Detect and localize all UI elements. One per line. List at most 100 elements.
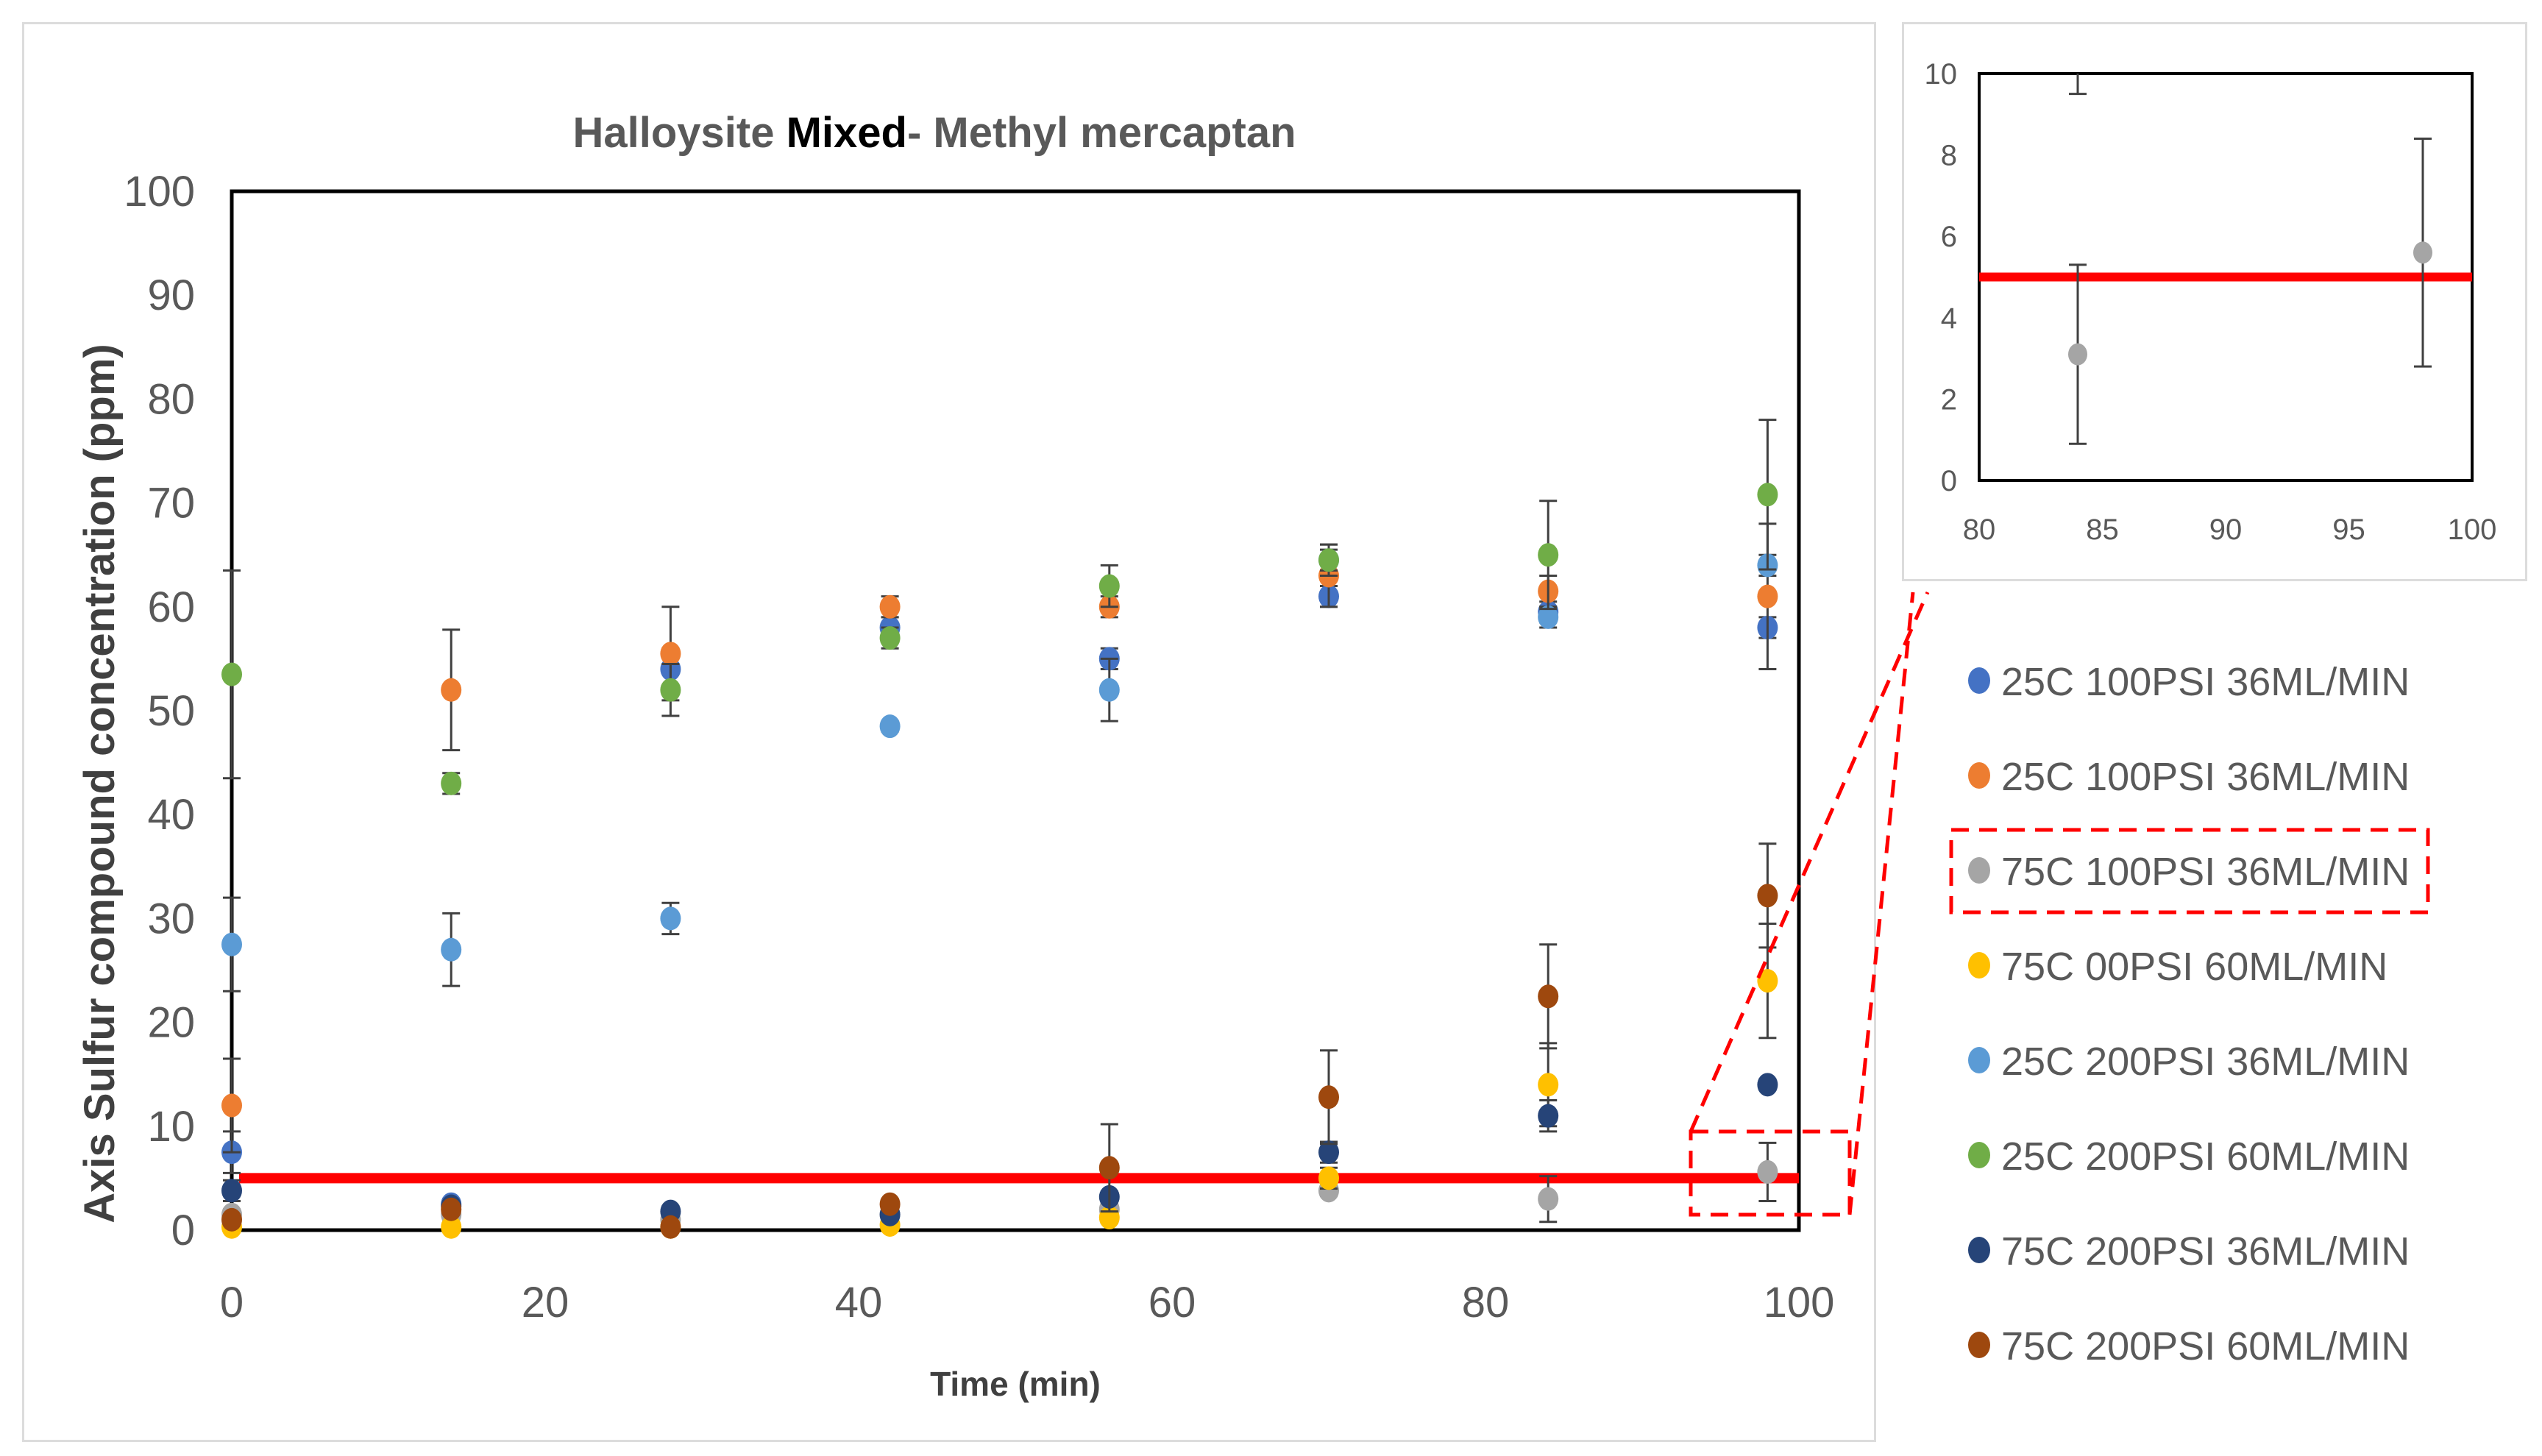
- data-point: [1757, 584, 1778, 608]
- data-point: [1757, 884, 1778, 908]
- legend-item: 75C 100PSI 36ML/MIN: [1949, 828, 2430, 915]
- chart-title: Halloysite Mixed- Methyl mercaptan: [572, 109, 1296, 157]
- data-point: [1538, 1104, 1559, 1128]
- zoom-connector-upper: [1689, 591, 1930, 1133]
- series-5: [221, 548, 1778, 992]
- series-8: [221, 842, 1778, 1239]
- inset-x-tick-label: 85: [2086, 514, 2119, 546]
- data-point: [221, 932, 242, 956]
- legend-item: 75C 200PSI 36ML/MIN: [1968, 1229, 2410, 1274]
- y-tick-label: 10: [147, 1103, 195, 1151]
- data-point: [879, 626, 901, 650]
- data-point: [1538, 605, 1559, 629]
- data-point: [879, 714, 901, 739]
- inset-y-tick-label: 10: [1925, 58, 1958, 90]
- y-tick-label: 0: [171, 1207, 195, 1254]
- inset-y-tick-label: 4: [1941, 302, 1957, 335]
- y-tick-label: 20: [147, 999, 195, 1047]
- legend-label: 75C 00PSI 60ML/MIN: [2001, 945, 2387, 989]
- zoom-connector-lower: [1847, 592, 1915, 1215]
- data-point: [441, 771, 462, 795]
- inset-axis-ticks: 80 85 90 95 100 0 2 4 6 8 10: [1925, 58, 2497, 546]
- legend-label: 25C 200PSI 60ML/MIN: [2001, 1134, 2410, 1179]
- inset-x-tick-label: 95: [2332, 514, 2365, 546]
- x-tick-label: 80: [1462, 1279, 1510, 1327]
- data-point: [1757, 969, 1778, 993]
- y-tick-label: 40: [147, 791, 195, 839]
- data-point: [441, 1215, 462, 1239]
- data-point: [1538, 984, 1559, 1009]
- legend-label: 25C 200PSI 36ML/MIN: [2001, 1040, 2410, 1084]
- inset-x-tick-label: 80: [1963, 514, 1996, 546]
- main-axis-ticks: 0 20 40 60 80 100 0 10 20 30 40 50 60 70 80 90 100: [124, 168, 1834, 1327]
- data-point: [879, 1192, 901, 1216]
- data-point: [879, 594, 901, 619]
- legend-item: 25C 200PSI 36ML/MIN: [1968, 1040, 2410, 1084]
- main-plot-area: [230, 189, 1801, 1232]
- main-data-points: [221, 419, 1778, 1239]
- data-point: [1318, 1166, 1339, 1190]
- data-point: [1757, 483, 1778, 507]
- legend-item: 25C 100PSI 36ML/MIN: [1968, 755, 2410, 799]
- y-tick-label: 50: [147, 687, 195, 735]
- legend-label: 25C 100PSI 36ML/MIN: [2001, 755, 2410, 799]
- inset-y-tick-label: 2: [1941, 383, 1957, 416]
- data-point: [1098, 678, 1120, 702]
- legend-item: 75C 200PSI 60ML/MIN: [1968, 1324, 2410, 1368]
- x-tick-label: 0: [220, 1279, 244, 1327]
- data-point: [1318, 548, 1339, 572]
- inset-y-tick-label: 8: [1941, 140, 1957, 172]
- data-point: [221, 662, 242, 686]
- main-chart-frame: [22, 22, 1876, 1442]
- inset-x-tick-label: 90: [2209, 514, 2243, 546]
- legend-label: 75C 100PSI 36ML/MIN: [2001, 850, 2410, 894]
- y-tick-label: 70: [147, 480, 195, 528]
- data-point: [1538, 543, 1559, 567]
- x-axis-label: Time (min): [930, 1365, 1101, 1403]
- legend: 25C 100PSI 36ML/MIN 25C 100PSI 36ML/MIN 75…: [1949, 660, 2430, 1368]
- data-point: [660, 642, 681, 666]
- legend-marker: [1968, 667, 1990, 694]
- data-point: [1757, 1073, 1778, 1097]
- y-tick-label: 80: [147, 375, 195, 423]
- data-point: [441, 937, 462, 962]
- legend-item: 75C 00PSI 60ML/MIN: [1968, 945, 2387, 989]
- data-point: [1098, 1156, 1120, 1180]
- legend-marker: [1968, 1047, 1990, 1073]
- data-point: [660, 906, 681, 931]
- main-plot-border: [230, 189, 1801, 1232]
- data-point: [221, 1207, 242, 1232]
- inset-y-tick-label: 6: [1941, 221, 1957, 253]
- x-tick-label: 60: [1148, 1279, 1196, 1327]
- y-tick-label: 90: [147, 271, 195, 319]
- legend-label: 25C 100PSI 36ML/MIN: [2001, 660, 2410, 704]
- data-point: [1098, 574, 1120, 598]
- data-point: [441, 1197, 462, 1221]
- data-point: [1757, 1160, 1778, 1184]
- legend-marker: [1968, 1332, 1990, 1358]
- y-tick-label: 60: [147, 583, 195, 631]
- legend-label: 75C 200PSI 60ML/MIN: [2001, 1324, 2410, 1368]
- x-tick-label: 100: [1764, 1279, 1835, 1327]
- legend-marker: [1968, 1142, 1990, 1168]
- y-tick-label: 100: [124, 168, 195, 216]
- x-tick-label: 40: [835, 1279, 883, 1327]
- series-2: [221, 522, 1778, 1154]
- legend-item: 25C 100PSI 36ML/MIN: [1968, 660, 2410, 704]
- inset-data-point: [2413, 241, 2432, 264]
- legend-marker: [1968, 857, 1990, 884]
- data-point: [1318, 1085, 1339, 1109]
- y-axis-label: Axis Sulfur compound concentration (ppm): [76, 344, 124, 1223]
- legend-highlight-box: [1949, 828, 2430, 915]
- data-point: [660, 678, 681, 702]
- zoom-highlight-box: [1689, 1129, 1852, 1217]
- inset-y-tick-label: 0: [1941, 465, 1957, 497]
- inset-series-2: [2069, 74, 2087, 96]
- y-tick-label: 30: [147, 895, 195, 942]
- data-point: [441, 678, 462, 702]
- inset-x-tick-label: 100: [2448, 514, 2497, 546]
- inset-series-1: [2068, 137, 2432, 445]
- legend-marker: [1968, 952, 1990, 979]
- legend-label: 75C 200PSI 36ML/MIN: [2001, 1229, 2410, 1274]
